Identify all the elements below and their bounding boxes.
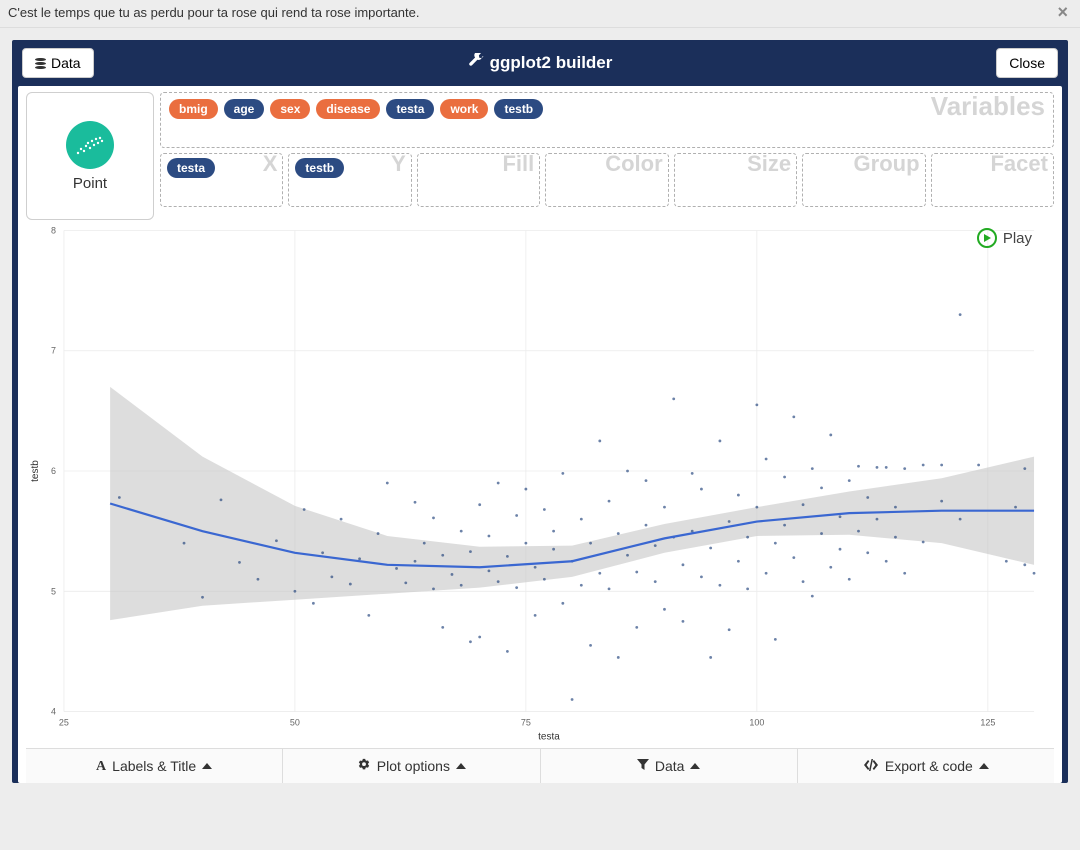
chevron-up-icon (202, 763, 212, 769)
svg-text:25: 25 (59, 718, 69, 728)
chevron-up-icon (979, 763, 989, 769)
geom-label: Point (73, 175, 107, 192)
data-button[interactable]: Data (22, 48, 94, 78)
aesthetic-watermark: Group (854, 151, 920, 177)
aesthetic-watermark: Facet (990, 151, 1047, 177)
footer-label: Plot options (377, 758, 450, 774)
aesthetic-facet[interactable]: Facet (931, 153, 1054, 207)
aesthetic-watermark: Fill (502, 151, 534, 177)
variable-tag[interactable]: testa (386, 99, 434, 119)
close-icon[interactable]: × (1053, 2, 1072, 23)
svg-text:5: 5 (51, 586, 56, 596)
footer-label: Data (655, 758, 685, 774)
variable-tag[interactable]: sex (270, 99, 310, 119)
play-button[interactable]: Play (977, 228, 1032, 248)
modal-title: C'est le temps que tu as perdu pour ta r… (8, 5, 420, 20)
footer-plot-options[interactable]: Plot options (283, 749, 540, 783)
wrench-icon (468, 53, 484, 74)
aesthetic-tag[interactable]: testb (295, 158, 344, 178)
svg-text:6: 6 (51, 466, 56, 476)
footer-data[interactable]: Data (541, 749, 798, 783)
svg-text:75: 75 (521, 718, 531, 728)
aesthetic-group[interactable]: Group (802, 153, 925, 207)
svg-text:4: 4 (51, 707, 56, 717)
app-title: ggplot2 builder (468, 53, 613, 74)
footer-labels-title[interactable]: A Labels & Title (26, 749, 283, 783)
footer-label: Export & code (885, 758, 973, 774)
svg-text:8: 8 (51, 225, 56, 235)
app-title-text: ggplot2 builder (490, 53, 613, 73)
variables-watermark: Variables (931, 91, 1045, 122)
topbar: Data ggplot2 builder Close (12, 40, 1068, 86)
geom-card[interactable]: Point (26, 92, 154, 220)
footer-icon (357, 758, 371, 775)
footer-bar: A Labels & Title Plot options Data Export & … (26, 748, 1054, 783)
data-button-label: Data (51, 55, 81, 71)
variable-tag[interactable]: work (440, 99, 488, 119)
aesthetic-tag[interactable]: testa (167, 158, 215, 178)
chevron-up-icon (690, 763, 700, 769)
aesthetic-watermark: Color (605, 151, 662, 177)
variable-tag[interactable]: bmig (169, 99, 218, 119)
svg-text:7: 7 (51, 346, 56, 356)
aesthetic-color[interactable]: Color (545, 153, 668, 207)
modal-header: C'est le temps que tu as perdu pour ta r… (0, 0, 1080, 28)
geom-point-icon (66, 121, 114, 169)
chart: 25 50 75 100 125 4 5 6 7 8 testa testb (26, 222, 1054, 746)
svg-text:100: 100 (749, 718, 764, 728)
footer-export-code[interactable]: Export & code (798, 749, 1054, 783)
svg-text:testb: testb (30, 460, 41, 482)
database-icon (35, 58, 46, 69)
play-label: Play (1003, 230, 1032, 247)
aesthetic-y[interactable]: Ytestb (288, 153, 411, 207)
footer-label: Labels & Title (112, 758, 196, 774)
aesthetic-watermark: Y (391, 151, 406, 177)
variable-tag[interactable]: testb (494, 99, 543, 119)
chevron-up-icon (456, 763, 466, 769)
footer-icon: A (96, 757, 106, 775)
play-icon (977, 228, 997, 248)
close-button[interactable]: Close (996, 48, 1058, 78)
app-panel: Data ggplot2 builder Close (12, 40, 1068, 783)
close-button-label: Close (1009, 55, 1045, 71)
aesthetic-watermark: Size (747, 151, 791, 177)
aesthetic-fill[interactable]: Fill (417, 153, 540, 207)
plot-area: Play 25 50 75 100 125 4 5 6 7 8 testa testb (26, 222, 1054, 746)
workspace: Point Variables bmigagesexdiseasetestawo… (18, 86, 1062, 783)
svg-text:50: 50 (290, 718, 300, 728)
variable-tag[interactable]: disease (316, 99, 380, 119)
footer-icon (863, 758, 879, 774)
aesthetic-size[interactable]: Size (674, 153, 797, 207)
footer-icon (637, 758, 649, 774)
svg-text:125: 125 (980, 718, 995, 728)
variables-box[interactable]: Variables bmigagesex disease testa work test… (160, 92, 1054, 148)
variable-tag[interactable]: age (224, 99, 265, 119)
aesthetic-x[interactable]: Xtesta (160, 153, 283, 207)
svg-text:testa: testa (538, 732, 560, 743)
aesthetic-watermark: X (263, 151, 278, 177)
